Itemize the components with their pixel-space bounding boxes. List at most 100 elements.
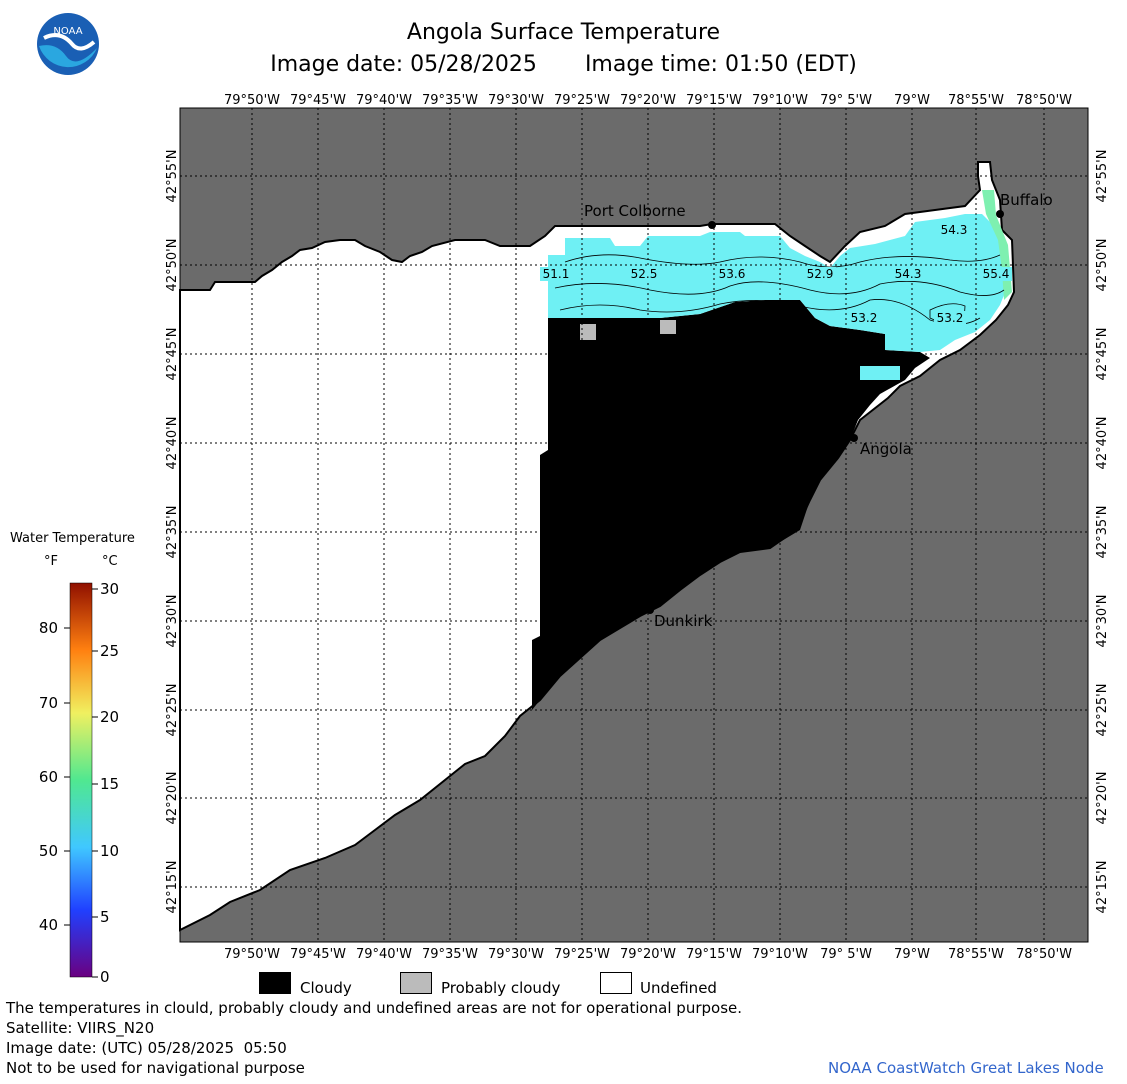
latitude-label: 42°55'N: [165, 150, 180, 203]
contour-label: 52.9: [807, 267, 834, 281]
cloudy-label: Cloudy: [300, 979, 352, 997]
contour-label-bg: [848, 311, 880, 325]
latitude-label: 42°40'N: [1095, 417, 1110, 470]
noaa-logo-icon: NOAA: [37, 13, 99, 75]
longitude-label: 79°35'W: [422, 93, 478, 108]
longitude-label: 79°30'W: [488, 93, 544, 108]
legend-title: Water Temperature: [10, 531, 135, 546]
city-label: Port Colborne: [584, 202, 686, 220]
contour-label-bg: [804, 267, 836, 281]
legend-unit-c: °C: [102, 554, 118, 569]
latitude-label: 42°50'N: [1095, 239, 1110, 292]
image-datetime: Image date: 05/28/2025 Image time: 01:50…: [0, 52, 1127, 78]
longitude-label: 79°40'W: [356, 93, 412, 108]
latitude-label: 42°35'N: [1095, 506, 1110, 559]
city-dot: [996, 210, 1004, 218]
image-date: 05/28/2025: [410, 52, 537, 77]
contour-label-bg: [934, 311, 966, 325]
longitude-label: 79°10'W: [752, 947, 808, 962]
fahrenheit-ticks: 80 70 60 50 40: [39, 619, 70, 934]
longitude-label: 79°25'W: [554, 93, 610, 108]
contour-label: 53.2: [851, 311, 878, 325]
latitude-label: 42°20'N: [1095, 772, 1110, 825]
water-patch: [860, 366, 900, 380]
longitude-label: 79°45'W: [290, 947, 346, 962]
longitude-label: 79° 5'W: [820, 93, 872, 108]
contour-label: 53.2: [937, 311, 964, 325]
contour-label: 52.5: [631, 267, 658, 281]
city-label: Angola: [860, 440, 912, 458]
latitude-label: 42°35'N: [165, 506, 180, 559]
longitude-labels-bottom: 79°50'W 79°45'W 79°40'W 79°35'W 79°30'W 79°25…: [224, 947, 1072, 962]
latitude-label: 42°30'N: [1095, 595, 1110, 648]
longitude-label: 78°50'W: [1016, 93, 1072, 108]
latitude-label: 42°25'N: [165, 684, 180, 737]
longitude-label: 79°45'W: [290, 93, 346, 108]
longitude-label: 79°W: [894, 947, 930, 962]
contour-label-bg: [892, 267, 924, 281]
fahrenheit-tick: 50: [39, 842, 58, 860]
longitude-label: 79°35'W: [422, 947, 478, 962]
graticule: [180, 108, 1088, 942]
legend-unit-f: °F: [44, 554, 58, 569]
city-dot: [646, 606, 654, 614]
celsius-tick: 5: [100, 908, 110, 926]
latitude-label: 42°20'N: [165, 772, 180, 825]
noaa-logo: NOAA: [36, 12, 100, 76]
latitude-labels-right: 42°55'N 42°50'N 42°45'N 42°40'N 42°35'N 42°30…: [1095, 150, 1110, 914]
fahrenheit-tick: 60: [39, 768, 58, 786]
longitude-label: 79°30'W: [488, 947, 544, 962]
fahrenheit-tick: 40: [39, 916, 58, 934]
credit: NOAA CoastWatch Great Lakes Node: [828, 1059, 1104, 1077]
satellite: Satellite: VIIRS_N20: [6, 1019, 155, 1037]
contour-label: 55.4: [983, 267, 1010, 281]
undefined-swatch: [600, 972, 632, 994]
contour-label-bg: [628, 267, 660, 281]
latitude-label: 42°15'N: [165, 861, 180, 914]
probably-cloudy-patch: [580, 324, 596, 340]
longitude-labels-top: 79°50'W 79°45'W 79°40'W 79°35'W 79°30'W 79°25…: [224, 93, 1072, 108]
celsius-tick: 20: [100, 708, 119, 726]
celsius-ticks: 30 25 20 15 10 5 0: [92, 580, 119, 986]
longitude-label: 79°50'W: [224, 947, 280, 962]
longitude-label: 78°55'W: [948, 947, 1004, 962]
longitude-label: 79°20'W: [620, 947, 676, 962]
latitude-labels-left: 42°55'N 42°50'N 42°45'N 42°40'N 42°35'N 42°30…: [165, 150, 180, 914]
image-time-label: Image time:: [584, 52, 718, 77]
probably-cloudy-patch: [660, 320, 676, 334]
contour-label: 54.3: [895, 267, 922, 281]
probably-cloudy-label: Probably cloudy: [441, 979, 561, 997]
longitude-label: 79°20'W: [620, 93, 676, 108]
celsius-tick: 25: [100, 642, 119, 660]
contour-label-bg: [980, 267, 1012, 281]
contour-label-bg: [716, 267, 748, 281]
page-title: Angola Surface Temperature: [406, 20, 721, 45]
longitude-label: 78°55'W: [948, 93, 1004, 108]
cloudy-area: [532, 300, 930, 710]
latitude-label: 42°45'N: [165, 328, 180, 381]
latitude-label: 42°45'N: [1095, 328, 1110, 381]
longitude-label: 79°25'W: [554, 947, 610, 962]
image-time: 01:50 (EDT): [724, 52, 857, 77]
navigation-warning: Not to be used for navigational purpose: [6, 1059, 305, 1077]
undefined-label: Undefined: [640, 979, 717, 997]
cloudy-swatch: [259, 972, 291, 994]
longitude-label: 79°50'W: [224, 93, 280, 108]
latitude-label: 42°15'N: [1095, 861, 1110, 914]
longitude-label: 79°40'W: [356, 947, 412, 962]
fahrenheit-tick: 80: [39, 619, 58, 637]
city-label: Buffalo: [1000, 191, 1053, 209]
city-label: Dunkirk: [654, 612, 713, 630]
contour-label: 53.6: [719, 267, 746, 281]
latitude-label: 42°30'N: [165, 595, 180, 648]
longitude-label: 79°15'W: [686, 947, 742, 962]
utc-image-date: Image date: (UTC) 05/28/2025 05:50: [6, 1039, 287, 1057]
latitude-label: 42°55'N: [1095, 150, 1110, 203]
city-markers: Port Colborne Buffalo Angola Dunkirk: [584, 191, 1053, 630]
celsius-tick: 30: [100, 580, 119, 598]
longitude-label: 79°15'W: [686, 93, 742, 108]
latitude-label: 42°40'N: [165, 417, 180, 470]
contour-label-bg: [540, 267, 572, 281]
latitude-label: 42°25'N: [1095, 684, 1110, 737]
map-border: [179, 107, 1089, 943]
